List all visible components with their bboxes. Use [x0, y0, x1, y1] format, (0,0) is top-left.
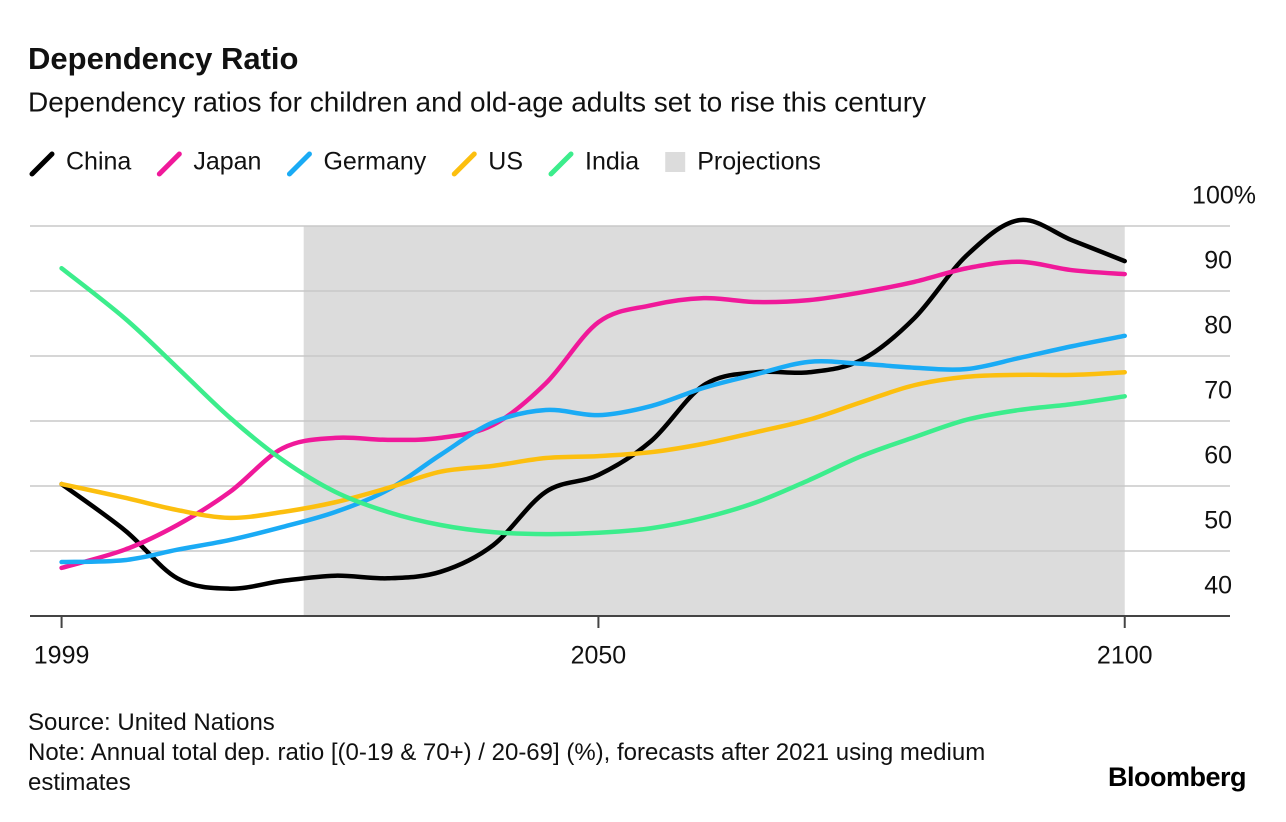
- legend-label: US: [488, 148, 523, 176]
- legend-label: Germany: [323, 148, 426, 176]
- legend-swatch: [665, 152, 686, 172]
- legend-swatch: [286, 151, 312, 177]
- legend-swatch: [548, 151, 574, 177]
- x-tick-label: 2050: [571, 642, 627, 670]
- y-tick-label: 80: [1204, 312, 1232, 340]
- series-line: [59, 370, 1127, 521]
- legend-label: Projections: [697, 148, 821, 176]
- y-tick-label: 40: [1204, 572, 1232, 600]
- chart-title: Dependency Ratio: [28, 41, 298, 76]
- x-tick-label: 2100: [1097, 642, 1153, 670]
- note: Note: Annual total dep. ratio [(0-19 & 7…: [28, 739, 986, 796]
- legend-label: India: [585, 148, 639, 176]
- y-tick-label: 100%: [1192, 182, 1256, 210]
- y-tick-label: 70: [1204, 377, 1232, 405]
- y-tick-label: 50: [1204, 507, 1232, 535]
- y-tick-label: 60: [1204, 442, 1232, 470]
- legend-swatch: [451, 151, 477, 177]
- series-line: [59, 259, 1127, 571]
- legend-label: Japan: [193, 148, 261, 176]
- series-line: [59, 333, 1127, 565]
- legend-swatch: [29, 151, 55, 177]
- legend-swatch: [156, 151, 182, 177]
- source: Source: United Nations: [28, 709, 275, 736]
- legend-label: China: [66, 148, 131, 176]
- x-tick-label: 1999: [34, 642, 90, 670]
- chart-subtitle: Dependency ratios for children and old-a…: [28, 86, 926, 117]
- y-tick-label: 90: [1204, 247, 1232, 275]
- series-line: [59, 266, 1127, 537]
- brand: Bloomberg: [1107, 762, 1247, 792]
